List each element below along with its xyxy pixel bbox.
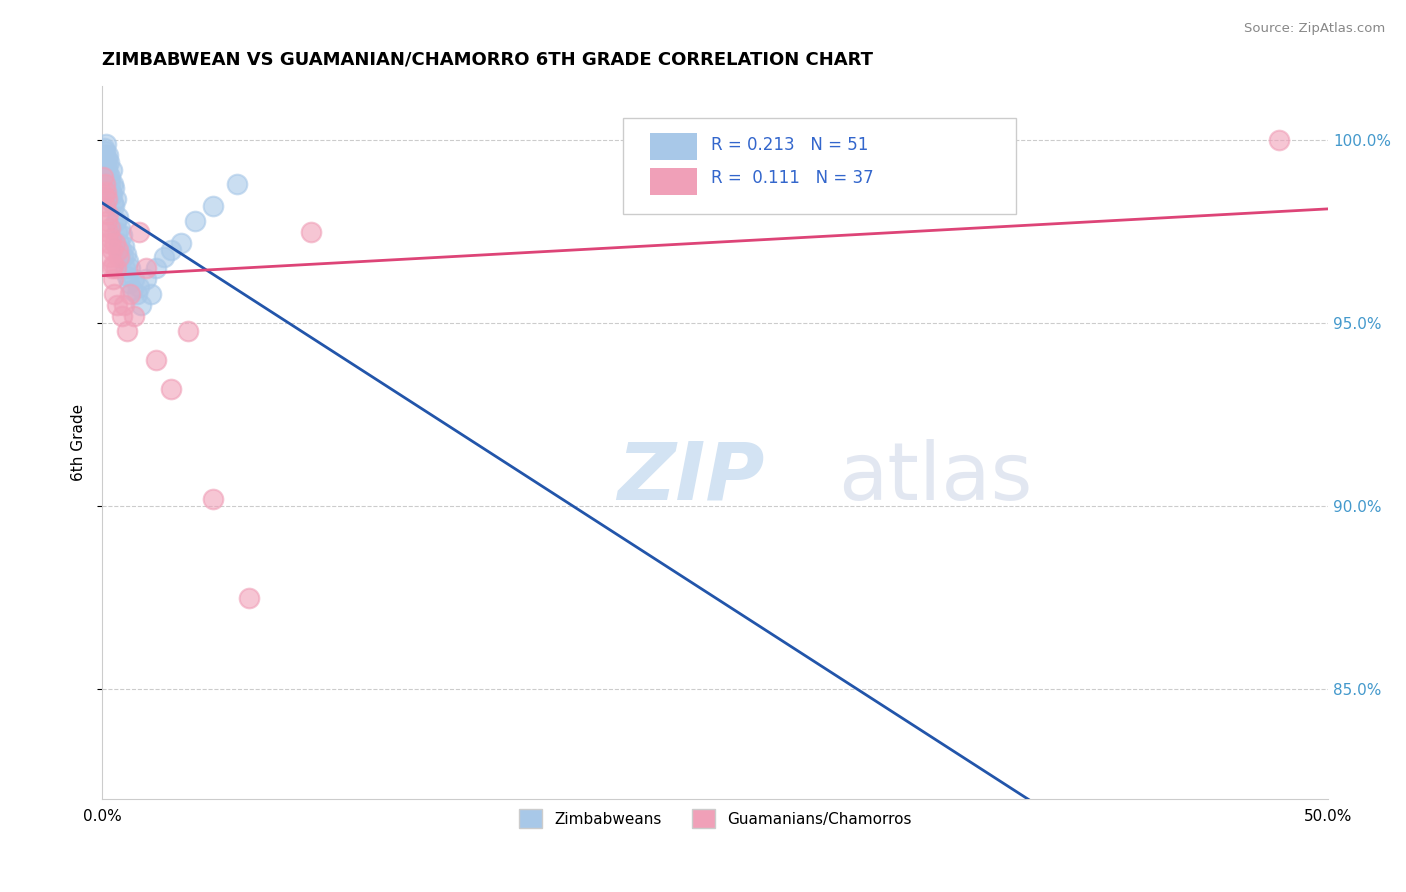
Point: [120, 287, 142, 301]
Point: [108, 221, 131, 235]
Point: [115, 268, 138, 283]
Point: [201, 491, 224, 506]
Point: [103, 181, 125, 195]
Point: [104, 235, 127, 250]
Text: ZIMBABWEAN VS GUAMANIAN/CHAMORRO 6TH GRADE CORRELATION CHART: ZIMBABWEAN VS GUAMANIAN/CHAMORRO 6TH GRA…: [103, 51, 873, 69]
Point: [104, 261, 127, 276]
Point: [160, 243, 183, 257]
Point: [98, 155, 121, 169]
Point: [128, 279, 150, 293]
Point: [96, 152, 118, 166]
Point: [103, 195, 125, 210]
Point: [145, 261, 167, 276]
Point: [145, 352, 167, 367]
FancyBboxPatch shape: [650, 133, 697, 161]
Point: [135, 272, 157, 286]
Point: [101, 178, 124, 192]
Point: [98, 178, 121, 192]
Point: [98, 235, 121, 250]
Point: [101, 272, 124, 286]
Point: [120, 261, 142, 276]
Point: [111, 309, 134, 323]
Point: [177, 324, 200, 338]
Point: [128, 225, 150, 239]
Text: R = 0.213   N = 51: R = 0.213 N = 51: [711, 136, 869, 153]
Point: [97, 206, 120, 220]
Point: [122, 272, 145, 286]
Point: [94, 185, 117, 199]
Point: [93, 141, 115, 155]
Point: [100, 232, 122, 246]
Point: [152, 251, 174, 265]
Point: [101, 188, 124, 202]
Point: [97, 225, 120, 239]
Point: [98, 221, 121, 235]
Point: [160, 382, 183, 396]
Point: [96, 192, 118, 206]
Legend: Zimbabweans, Guamanians/Chamorros: Zimbabweans, Guamanians/Chamorros: [513, 803, 918, 834]
Text: atlas: atlas: [838, 439, 1032, 516]
Point: [93, 188, 115, 202]
Point: [226, 178, 249, 192]
Point: [184, 214, 207, 228]
Point: [112, 239, 135, 253]
Point: [110, 243, 132, 257]
Point: [94, 162, 117, 177]
Point: [94, 136, 117, 151]
Point: [135, 261, 157, 276]
Point: [114, 247, 136, 261]
Point: [101, 243, 124, 257]
Point: [93, 169, 115, 184]
Point: [108, 235, 131, 250]
Point: [103, 258, 125, 272]
Point: [131, 298, 153, 312]
Point: [94, 199, 117, 213]
Point: [96, 159, 118, 173]
Point: [100, 261, 122, 276]
Point: [93, 148, 115, 162]
Point: [107, 211, 129, 225]
Point: [100, 162, 122, 177]
Point: [108, 251, 131, 265]
FancyBboxPatch shape: [623, 118, 1015, 214]
Point: [94, 145, 117, 159]
Point: [98, 169, 121, 184]
Point: [97, 148, 120, 162]
Point: [1268, 133, 1291, 147]
Point: [125, 287, 148, 301]
Point: [105, 192, 128, 206]
Point: [117, 254, 139, 268]
Point: [122, 309, 145, 323]
Point: [107, 243, 129, 257]
Y-axis label: 6th Grade: 6th Grade: [72, 403, 86, 481]
Point: [299, 225, 322, 239]
Point: [118, 276, 141, 290]
Text: Source: ZipAtlas.com: Source: ZipAtlas.com: [1244, 22, 1385, 36]
Point: [141, 287, 163, 301]
Point: [112, 298, 135, 312]
Text: R =  0.111   N = 37: R = 0.111 N = 37: [711, 169, 875, 187]
Point: [111, 228, 134, 243]
Point: [121, 284, 143, 298]
Point: [105, 225, 128, 239]
Point: [170, 235, 193, 250]
Point: [98, 251, 121, 265]
Point: [112, 251, 135, 265]
Point: [104, 214, 127, 228]
Text: ZIP: ZIP: [617, 439, 765, 516]
Point: [115, 324, 138, 338]
Point: [100, 185, 122, 199]
Point: [105, 298, 128, 312]
Point: [238, 591, 260, 605]
Point: [97, 166, 120, 180]
Point: [93, 178, 115, 192]
Point: [201, 199, 224, 213]
Point: [103, 199, 125, 213]
Point: [94, 155, 117, 169]
Point: [103, 287, 125, 301]
Point: [93, 152, 115, 166]
Point: [96, 214, 118, 228]
Point: [114, 261, 136, 276]
FancyBboxPatch shape: [650, 168, 697, 194]
